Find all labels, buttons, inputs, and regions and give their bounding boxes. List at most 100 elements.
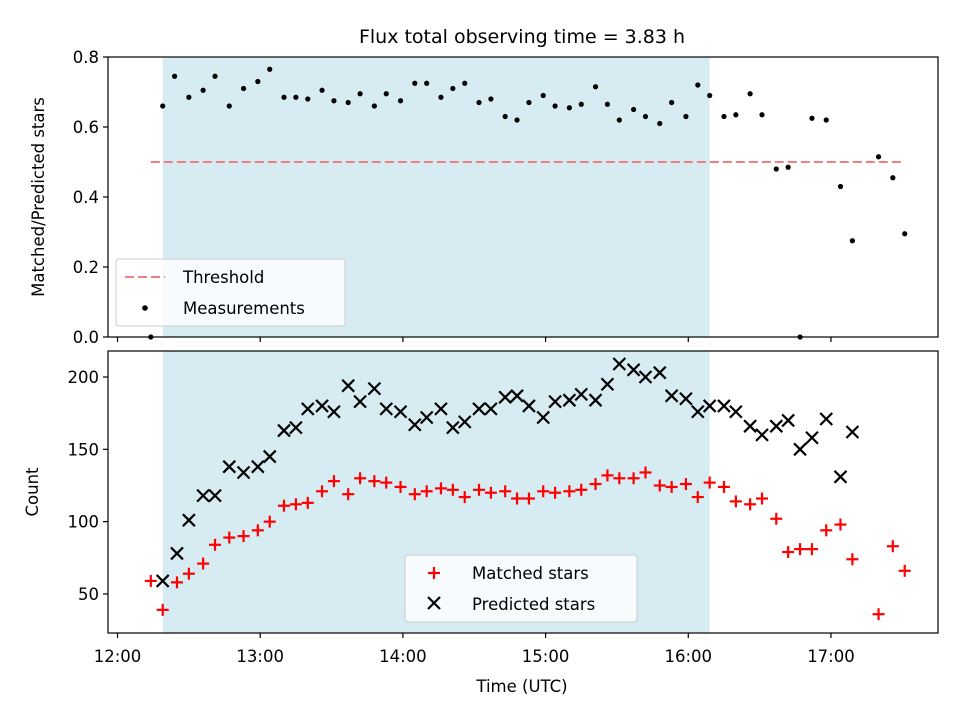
bottom-plot-frame bbox=[107, 350, 939, 634]
matched-star-point bbox=[368, 475, 381, 488]
matched-star-point bbox=[394, 480, 407, 493]
measurement-point bbox=[707, 92, 713, 99]
predicted-star-point bbox=[379, 402, 394, 416]
predicted-star-point bbox=[277, 423, 291, 438]
matched-star-point bbox=[209, 538, 222, 551]
matched-star-point bbox=[805, 543, 818, 556]
predicted-stars-layer bbox=[155, 357, 860, 588]
predicted-star-point bbox=[548, 394, 562, 409]
top-y-tick-label: 0.8 bbox=[73, 48, 99, 67]
predicted-star-point bbox=[419, 410, 434, 425]
measurement-point bbox=[514, 117, 520, 123]
measurement-point bbox=[255, 78, 261, 85]
matched-star-point bbox=[301, 496, 314, 509]
predicted-star-point bbox=[367, 381, 382, 396]
chart-title: Flux total observing time = 3.83 h bbox=[359, 26, 685, 48]
top-y-ticks: 0.0 0.2 0.4 0.6 0.8 bbox=[73, 48, 108, 347]
predicted-star-point bbox=[315, 399, 329, 413]
measurement-point bbox=[566, 105, 572, 111]
predicted-star-point bbox=[600, 377, 615, 392]
matched-star-point bbox=[197, 557, 210, 570]
x-tick-label: 17:00 bbox=[807, 647, 855, 666]
measurement-point bbox=[488, 96, 494, 102]
matched-star-point bbox=[354, 472, 367, 485]
predicted-star-point bbox=[341, 378, 355, 393]
predicted-star-point bbox=[446, 420, 460, 435]
predicted-star-point bbox=[691, 404, 705, 419]
predicted-star-point bbox=[510, 389, 524, 403]
measurement-point bbox=[578, 101, 584, 107]
predicted-star-point bbox=[652, 365, 667, 380]
measurement-point bbox=[186, 94, 192, 100]
matched-star-point bbox=[499, 485, 512, 498]
measurement-point bbox=[450, 85, 456, 92]
measurement-point bbox=[267, 66, 273, 72]
measurement-point bbox=[849, 238, 855, 244]
legend-measurements-swatch bbox=[142, 305, 148, 311]
predicted-star-point bbox=[196, 488, 210, 503]
matched-star-point bbox=[316, 485, 329, 498]
matched-star-point bbox=[156, 603, 169, 616]
predicted-star-point bbox=[300, 402, 315, 416]
matched-star-point bbox=[691, 491, 704, 504]
predicted-star-point bbox=[236, 465, 251, 480]
matched-star-point bbox=[223, 531, 236, 544]
measurement-point bbox=[502, 113, 508, 120]
bottom-y-tick-label: 50 bbox=[78, 585, 99, 604]
top-y-tick-label: 0.2 bbox=[73, 258, 99, 277]
predicted-star-point bbox=[170, 546, 184, 561]
predicted-star-point bbox=[743, 419, 757, 433]
matched-star-point bbox=[703, 476, 716, 489]
predicted-star-point bbox=[353, 394, 367, 409]
predicted-star-point bbox=[251, 459, 265, 474]
bottom-y-axis-label: Count bbox=[23, 467, 42, 517]
bottom-y-tick-label: 200 bbox=[68, 368, 100, 387]
top-x-ticks bbox=[116, 337, 832, 342]
predicted-star-point bbox=[562, 393, 577, 407]
x-tick-label: 12:00 bbox=[94, 647, 142, 666]
measurement-point bbox=[823, 117, 829, 123]
x-tick-label: 13:00 bbox=[236, 647, 284, 666]
measurement-point bbox=[657, 120, 663, 127]
predicted-star-point bbox=[434, 402, 448, 416]
predicted-star-point bbox=[262, 449, 277, 464]
measurement-point bbox=[305, 96, 311, 102]
top-measurements-layer bbox=[148, 66, 908, 340]
top-legend: Threshold Measurements bbox=[115, 258, 346, 327]
matched-star-point bbox=[289, 498, 302, 511]
matched-star-point bbox=[420, 485, 433, 498]
matched-star-point bbox=[237, 530, 250, 543]
legend-matched-label: Matched stars bbox=[472, 564, 589, 583]
predicted-star-point bbox=[702, 399, 717, 413]
measurement-point bbox=[171, 73, 178, 79]
measurement-point bbox=[785, 164, 791, 170]
predicted-star-point bbox=[182, 513, 196, 527]
matched-star-point bbox=[834, 518, 847, 531]
measurement-point bbox=[438, 94, 444, 100]
predicted-star-point bbox=[408, 417, 422, 432]
bottom-legend-box bbox=[404, 554, 638, 623]
predicted-star-point bbox=[289, 420, 303, 435]
matched-star-point bbox=[458, 491, 471, 504]
matched-star-point bbox=[182, 567, 195, 580]
measurement-point bbox=[592, 84, 599, 90]
matched-star-point bbox=[846, 553, 859, 566]
matched-star-point bbox=[511, 492, 524, 505]
legend-matched-swatch bbox=[428, 567, 440, 579]
predicted-star-point bbox=[717, 399, 731, 413]
predicted-star-point bbox=[833, 470, 848, 484]
predicted-star-point bbox=[729, 404, 743, 419]
measurement-point bbox=[345, 99, 351, 106]
matched-star-point bbox=[484, 486, 497, 499]
top-y-axis-label: Matched/Predicted stars bbox=[29, 97, 48, 297]
legend-predicted-label: Predicted stars bbox=[472, 595, 595, 614]
measurement-point bbox=[383, 91, 389, 97]
predicted-star-point bbox=[484, 402, 498, 416]
measurement-point bbox=[669, 99, 675, 106]
matched-star-point bbox=[794, 543, 807, 556]
predicted-star-point bbox=[155, 574, 170, 588]
bottom-y-tick-label: 100 bbox=[68, 513, 100, 532]
measurement-point bbox=[604, 101, 611, 107]
legend-predicted-swatch bbox=[427, 596, 441, 610]
measurement-point bbox=[642, 113, 649, 120]
